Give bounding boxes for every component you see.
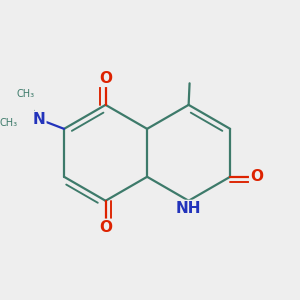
Text: O: O <box>99 220 112 235</box>
Text: CH₃: CH₃ <box>0 118 18 128</box>
Text: O: O <box>250 169 263 184</box>
Text: O: O <box>99 71 112 86</box>
Text: NH: NH <box>176 201 201 216</box>
Text: N: N <box>33 112 46 127</box>
Text: CH₃: CH₃ <box>16 89 35 99</box>
